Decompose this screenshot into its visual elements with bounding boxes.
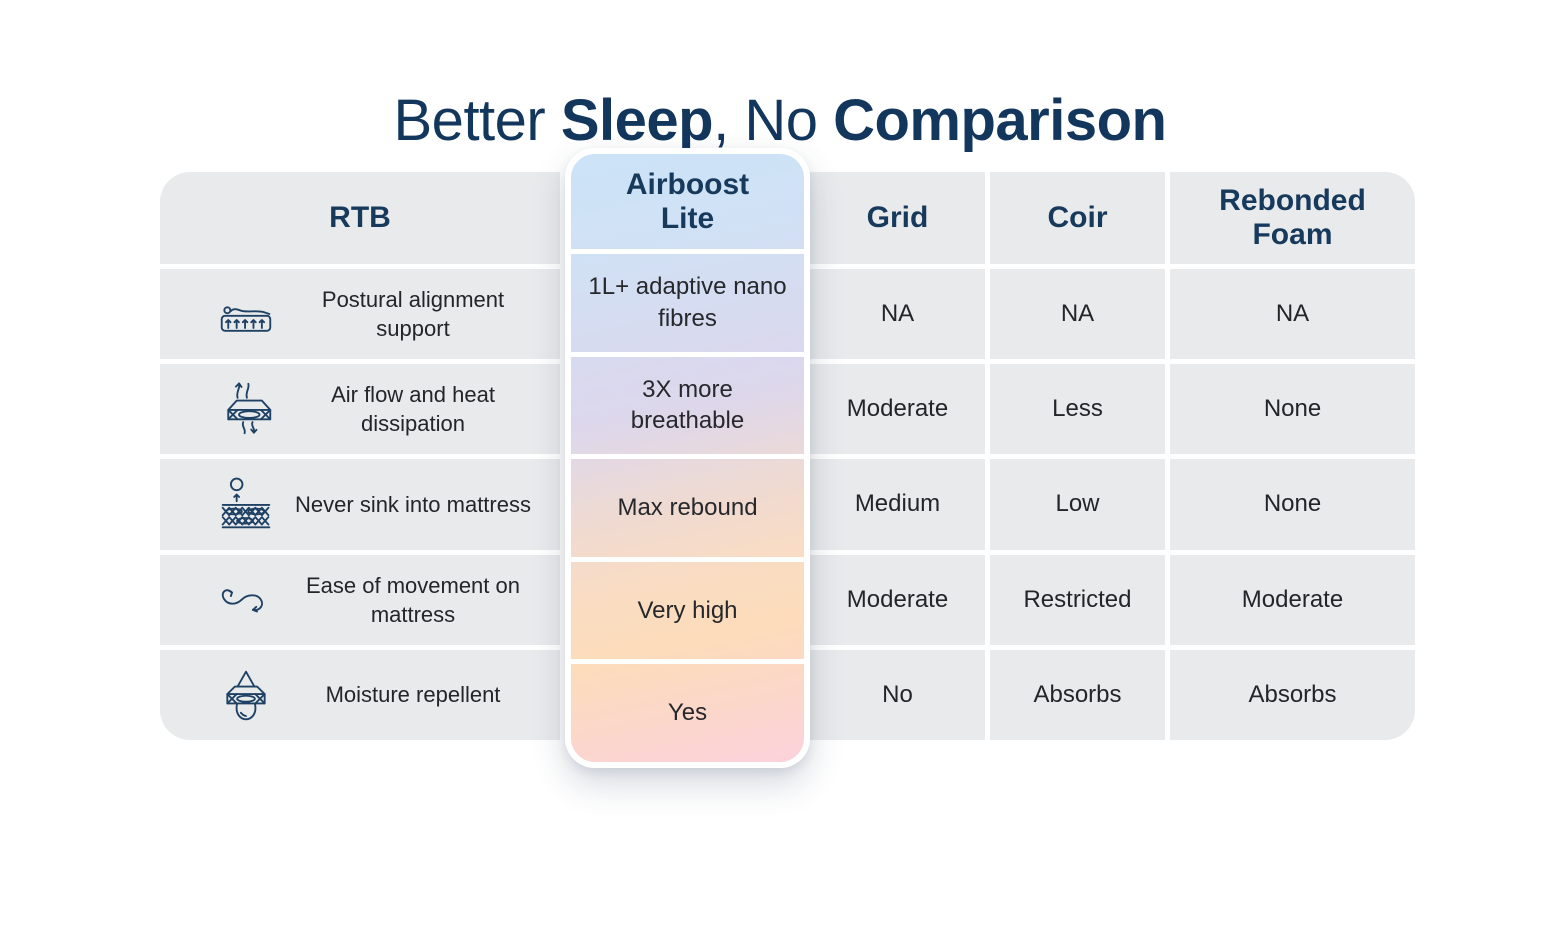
cell-coir-row4: Restricted — [990, 554, 1165, 645]
column-header-rebonded-foam-label: Rebonded Foam — [1219, 184, 1366, 251]
cell-rebonded-row5: Absorbs — [1170, 649, 1415, 740]
cell-airboost-row1: 1L+ adaptive nano fibres — [588, 273, 787, 332]
card-separator — [571, 249, 804, 254]
title-regular: Better — [393, 87, 561, 153]
page-title: Better Sleep, No Comparison — [0, 87, 1560, 153]
feature-row-airflow: Air flow and heat dissipation — [160, 364, 560, 455]
column-header-rtb: RTB — [160, 172, 560, 264]
column-header-rebonded-foam: Rebonded Foam — [1170, 172, 1415, 264]
column-header-coir: Coir — [990, 172, 1165, 264]
feature-label: Never sink into mattress — [295, 491, 531, 517]
card-separator — [571, 351, 804, 357]
cell-grid-row3: Medium — [810, 459, 985, 550]
cell-coir-row2: Less — [990, 364, 1165, 455]
column-header-rtb-label: RTB — [329, 201, 391, 235]
title-bold-comparison: Comparison — [833, 87, 1167, 153]
air-flow-heat-dissipation-icon — [214, 381, 278, 437]
card-separator — [571, 659, 804, 665]
never-sink-into-mattress-icon — [214, 476, 278, 532]
cell-grid-row4: Moderate — [810, 554, 985, 645]
cell-rebonded-row2: None — [1170, 364, 1415, 455]
feature-label: Ease of movement on mattress — [305, 572, 520, 627]
comparison-table: RTB Grid Coir Rebonded Foam Postural ali… — [160, 148, 1415, 768]
column-header-airboost-lite-label: Airboost Lite — [625, 167, 750, 235]
cell-grid-row2: Moderate — [810, 364, 985, 455]
cell-rebonded-row1: NA — [1170, 269, 1415, 360]
postural-alignment-support-icon — [214, 286, 278, 342]
ease-of-movement-icon — [214, 572, 278, 628]
column-header-coir-label: Coir — [1047, 201, 1108, 235]
highlight-card-airboost-lite: Airboost Lite 1L+ adaptive nano fibres 3… — [565, 148, 810, 768]
feature-row-never-sink: Never sink into mattress — [160, 459, 560, 550]
feature-row-ease-of-movement: Ease of movement on mattress — [160, 554, 560, 645]
cell-grid-row1: NA — [810, 269, 985, 360]
title-bold-sleep: Sleep — [560, 87, 714, 153]
cell-rebonded-row3: None — [1170, 459, 1415, 550]
cell-airboost-row4: Very high — [637, 596, 738, 624]
feature-row-postural: Postural alignment support — [160, 269, 560, 360]
feature-label: Air flow and heat dissipation — [331, 382, 495, 437]
feature-row-moisture: Moisture repellent — [160, 649, 560, 740]
feature-label: Moisture repellent — [325, 682, 501, 708]
card-separator — [571, 454, 804, 460]
cell-airboost-row5: Yes — [667, 699, 708, 727]
card-separator — [571, 556, 804, 562]
column-header-grid-label: Grid — [866, 201, 929, 235]
cell-coir-row5: Absorbs — [990, 649, 1165, 740]
cell-coir-row1: NA — [990, 269, 1165, 360]
column-header-airboost-lite: Airboost Lite — [571, 154, 804, 249]
column-header-grid: Grid — [810, 172, 985, 264]
title-regular-2: , No — [713, 87, 834, 153]
moisture-repellent-icon — [214, 667, 278, 723]
feature-label: Postural alignment support — [321, 287, 505, 342]
cell-airboost-row2: 3X more breathable — [630, 375, 745, 435]
cell-grid-row5: No — [810, 649, 985, 740]
cell-airboost-row3: Max rebound — [617, 494, 758, 522]
cell-rebonded-row4: Moderate — [1170, 554, 1415, 645]
cell-coir-row3: Low — [990, 459, 1165, 550]
